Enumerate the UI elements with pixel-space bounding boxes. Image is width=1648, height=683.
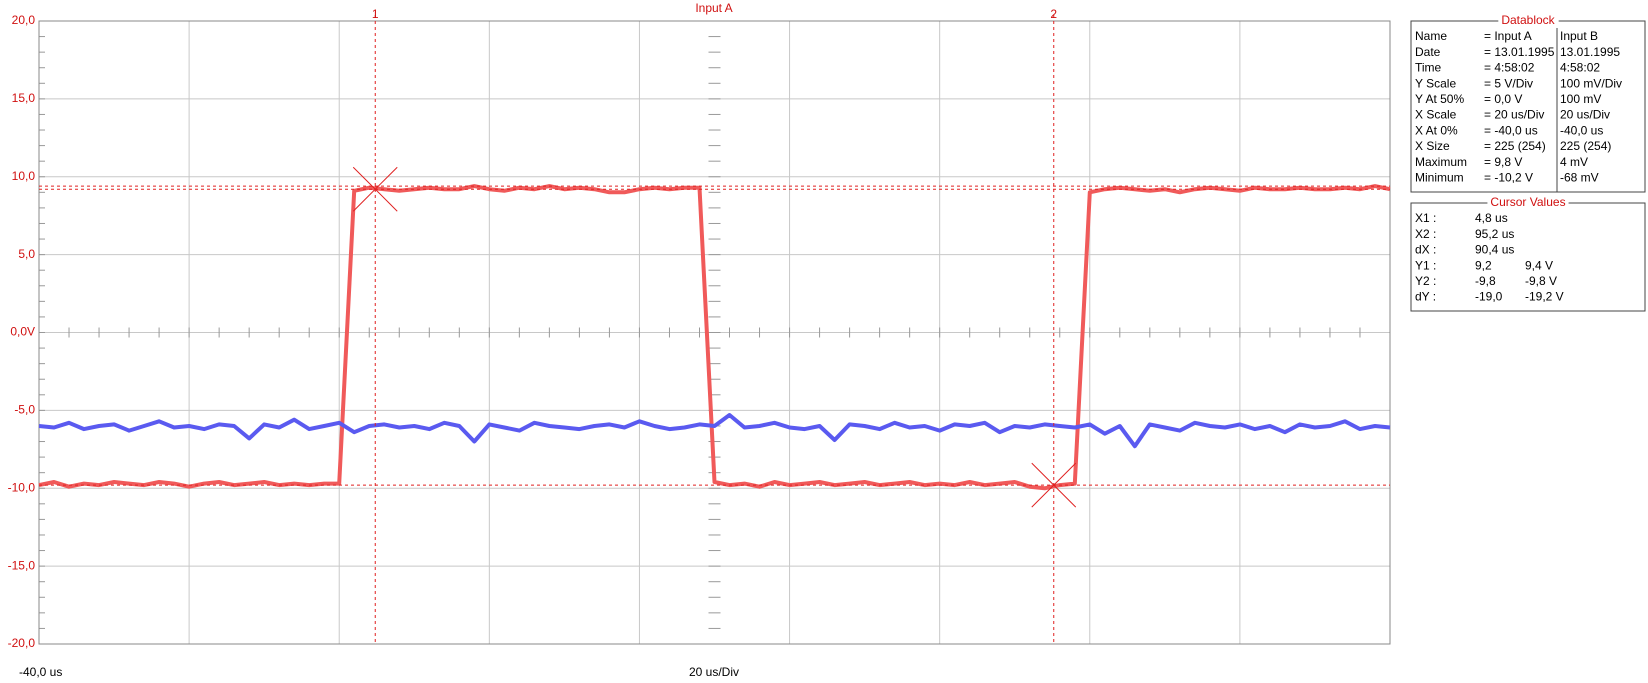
panel-title: Datablock bbox=[1501, 13, 1555, 27]
panel-cell: Date bbox=[1415, 45, 1441, 59]
y-tick-label: 5,0 bbox=[18, 247, 35, 261]
panel-cell: 20 us/Div bbox=[1560, 108, 1610, 122]
cursor-label: 2 bbox=[1050, 7, 1057, 21]
x-axis-label: 20 us/Div bbox=[689, 665, 739, 679]
panel-title-bg bbox=[1498, 13, 1559, 28]
panel-cell: Y At 50% bbox=[1415, 92, 1464, 106]
panel-cell: Minimum bbox=[1415, 170, 1464, 184]
panel-cell: X At 0% bbox=[1415, 123, 1458, 137]
panel-cell: 90,4 us bbox=[1475, 243, 1514, 257]
cursor-cross bbox=[1031, 462, 1077, 508]
panel-cell: Input B bbox=[1560, 29, 1598, 43]
panel-cell: = -40,0 us bbox=[1484, 123, 1538, 137]
panel-cell: 4,8 us bbox=[1475, 211, 1508, 225]
panel-cell: Time bbox=[1415, 61, 1442, 75]
panel-cell: = -10,2 V bbox=[1484, 170, 1533, 184]
panel-cell: -9,8 V bbox=[1525, 274, 1557, 288]
y-tick-label: -20,0 bbox=[8, 636, 36, 650]
panel-cell: Maximum bbox=[1415, 155, 1467, 169]
y-tick-label: 20,0 bbox=[12, 13, 36, 27]
panel-cell: X1 : bbox=[1415, 211, 1436, 225]
panel-cell: = 13.01.1995 bbox=[1484, 45, 1555, 59]
panel-cell: = 9,8 V bbox=[1484, 155, 1522, 169]
panel-cell: 9,2 bbox=[1475, 258, 1492, 272]
cursor-cross bbox=[352, 166, 398, 212]
panel-cell: dX : bbox=[1415, 243, 1436, 257]
panel-cell: 95,2 us bbox=[1475, 227, 1514, 241]
y-tick-label: -10,0 bbox=[8, 480, 36, 494]
trace bbox=[38, 413, 1391, 449]
panel-cell: = 4:58:02 bbox=[1484, 61, 1535, 75]
cursor-label: 1 bbox=[372, 7, 379, 21]
panel-cell: -19,2 V bbox=[1525, 290, 1564, 304]
panel-cell: 4 mV bbox=[1560, 155, 1588, 169]
panel-cell: -68 mV bbox=[1560, 170, 1599, 184]
panel-cell: -9,8 bbox=[1475, 274, 1496, 288]
panel-cell: 100 mV/Div bbox=[1560, 76, 1622, 90]
trace bbox=[38, 184, 1391, 491]
panel-cell: X Size bbox=[1415, 139, 1450, 153]
panel-cell: X2 : bbox=[1415, 227, 1436, 241]
panel-cell: Y Scale bbox=[1415, 76, 1456, 90]
y-tick-label: 10,0 bbox=[12, 169, 36, 183]
panel-cell: = 225 (254) bbox=[1484, 139, 1546, 153]
panel-cell: Y2 : bbox=[1415, 274, 1436, 288]
plot-frame bbox=[38, 20, 1391, 645]
panel-cell: = 0,0 V bbox=[1484, 92, 1522, 106]
panel-title: Cursor Values bbox=[1490, 195, 1565, 209]
panel-cell: 9,4 V bbox=[1525, 258, 1553, 272]
panel-cell: = 5 V/Div bbox=[1484, 76, 1533, 90]
y-tick-label: -5,0 bbox=[14, 403, 35, 417]
panel-cell: 100 mV bbox=[1560, 92, 1601, 106]
panel-cell: 4:58:02 bbox=[1560, 61, 1600, 75]
panel-cell: = 20 us/Div bbox=[1484, 108, 1544, 122]
panel-cell: -19,0 bbox=[1475, 290, 1503, 304]
panel-cell: Name bbox=[1415, 29, 1447, 43]
y-tick-label: 0,0V bbox=[10, 325, 35, 339]
panel-cell: 13.01.1995 bbox=[1560, 45, 1620, 59]
panel-title-bg bbox=[1487, 195, 1569, 210]
panel-cell: 225 (254) bbox=[1560, 139, 1611, 153]
panel-cell: -40,0 us bbox=[1560, 123, 1603, 137]
x-tick-label: -40,0 us bbox=[19, 665, 62, 679]
y-tick-label: 15,0 bbox=[12, 91, 36, 105]
y-tick-label: -15,0 bbox=[8, 558, 36, 572]
chart-title: Input A bbox=[695, 1, 732, 15]
panel-cell: = Input A bbox=[1484, 29, 1532, 43]
panel-cell: dY : bbox=[1415, 290, 1436, 304]
panel-cell: Y1 : bbox=[1415, 258, 1436, 272]
panel-cell: X Scale bbox=[1415, 108, 1457, 122]
